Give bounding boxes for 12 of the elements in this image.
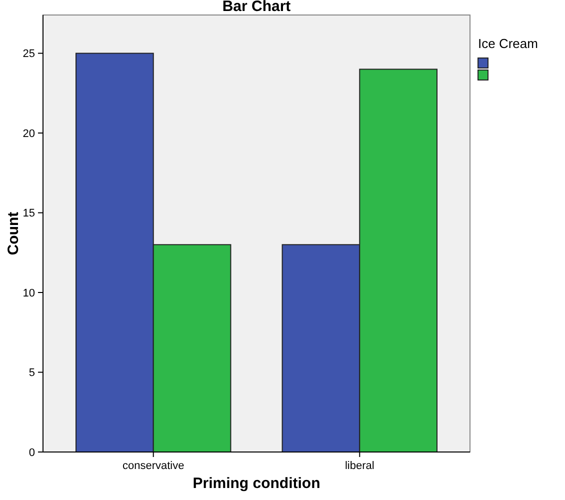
x-axis-title: Priming condition [192, 475, 320, 492]
y-tick-label: 10 [22, 287, 35, 300]
chart-title: Bar Chart [222, 0, 291, 15]
legend-title: Ice Cream [478, 36, 538, 51]
x-tick-label: liberal [344, 460, 374, 472]
y-tick-label: 5 [28, 367, 35, 380]
y-axis-title: Count [5, 212, 22, 256]
y-tick-label: 0 [28, 446, 35, 459]
y-tick-label: 15 [22, 208, 35, 220]
y-tick-label: 20 [22, 128, 35, 140]
x-tick-label: conservative [122, 460, 184, 472]
y-tick-label: 25 [22, 48, 35, 60]
